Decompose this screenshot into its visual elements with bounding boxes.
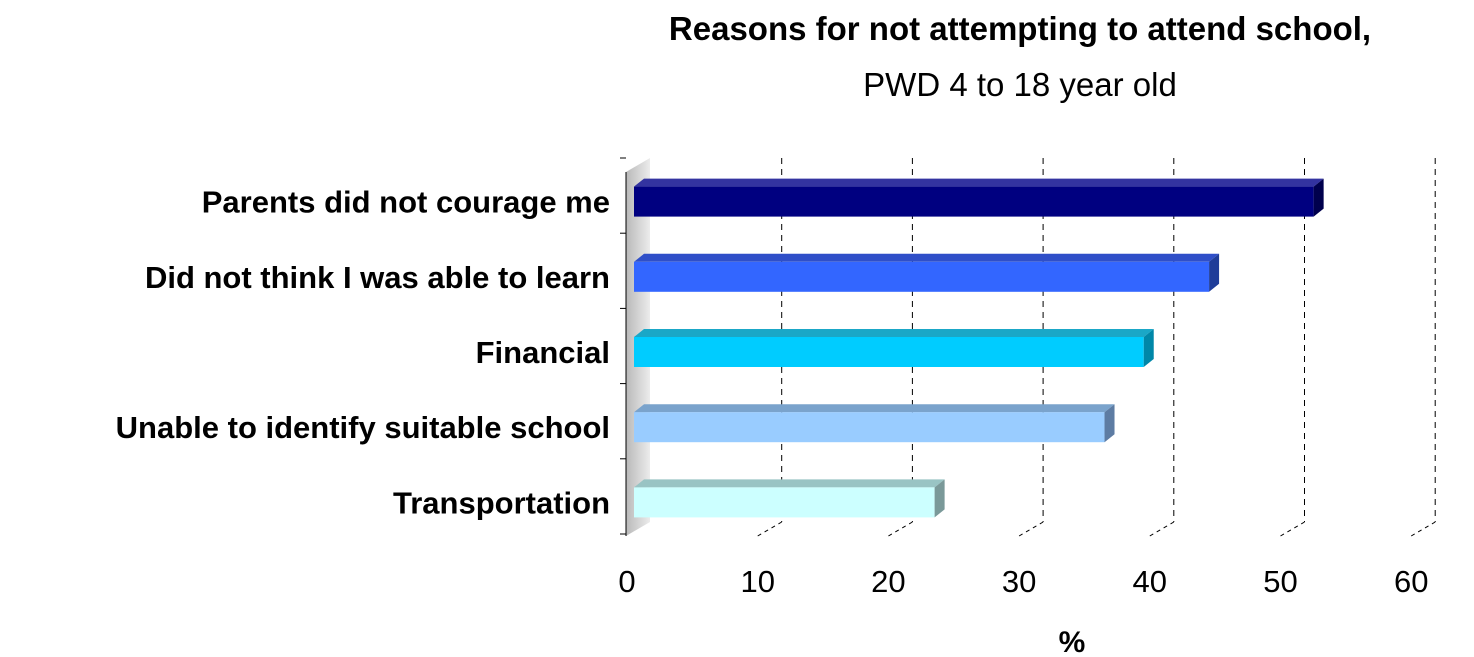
x-tick-labels: 0 10 20 30 40 50 60: [618, 564, 1428, 599]
x-tick-label-0: 0: [618, 564, 635, 599]
floor-gridline-50: [1280, 521, 1305, 537]
x-axis-label: %: [1059, 626, 1086, 657]
floor-gridline-40: [1149, 521, 1175, 537]
bar-financial: [634, 329, 1154, 367]
category-label-unable-to-identify-suitable-school: Unable to identify suitable school: [116, 410, 610, 445]
x-tick-label-20: 20: [871, 564, 905, 599]
bar-did-not-think-i-was-able-to-learn: [634, 253, 1220, 292]
category-label-transportation: Transportation: [393, 485, 610, 520]
category-label-parents-did-not-courage-me: Parents did not courage me: [202, 185, 610, 220]
x-tick-label-50: 50: [1263, 564, 1297, 599]
bars: [634, 178, 1324, 518]
floor-gridline-10: [757, 521, 782, 537]
x-tick-label-30: 30: [1002, 564, 1036, 599]
bar-side-face: [1143, 329, 1154, 367]
x-tick-label-40: 40: [1133, 564, 1167, 599]
x-tick-label-10: 10: [740, 564, 774, 599]
category-label-financial: Financial: [476, 335, 610, 370]
bar-parents-did-not-courage-me: [634, 178, 1324, 217]
bar-transportation: [634, 479, 945, 518]
bar-front-face: [634, 487, 935, 518]
bar-top-face: [634, 479, 945, 488]
floor-gridline-30: [1018, 521, 1044, 537]
bar-top-face: [634, 178, 1324, 187]
floor-gridline-60: [1410, 521, 1436, 537]
bar-side-face: [1209, 253, 1220, 292]
bar-unable-to-identify-suitable-school: [634, 404, 1115, 443]
bar-top-face: [634, 253, 1220, 262]
bar-top-face: [634, 404, 1115, 413]
bar-front-face: [634, 337, 1144, 367]
chart-subtitle: PWD 4 to 18 year old: [863, 66, 1177, 103]
bar-side-face: [1313, 178, 1324, 217]
category-label-did-not-think-i-was-able-to-learn: Did not think I was able to learn: [145, 260, 610, 295]
bar-side-face: [1104, 404, 1115, 443]
bar-side-face: [934, 479, 945, 518]
bar-top-face: [634, 329, 1154, 337]
bar-front-face: [634, 412, 1105, 443]
floor-gridline-20: [888, 521, 913, 537]
category-labels: Parents did not courage me Did not think …: [116, 185, 610, 521]
x-tick-label-60: 60: [1394, 564, 1428, 599]
bar-front-face: [634, 186, 1314, 217]
bar-front-face: [634, 261, 1210, 292]
chart-title: Reasons for not attempting to attend sch…: [668, 10, 1372, 47]
